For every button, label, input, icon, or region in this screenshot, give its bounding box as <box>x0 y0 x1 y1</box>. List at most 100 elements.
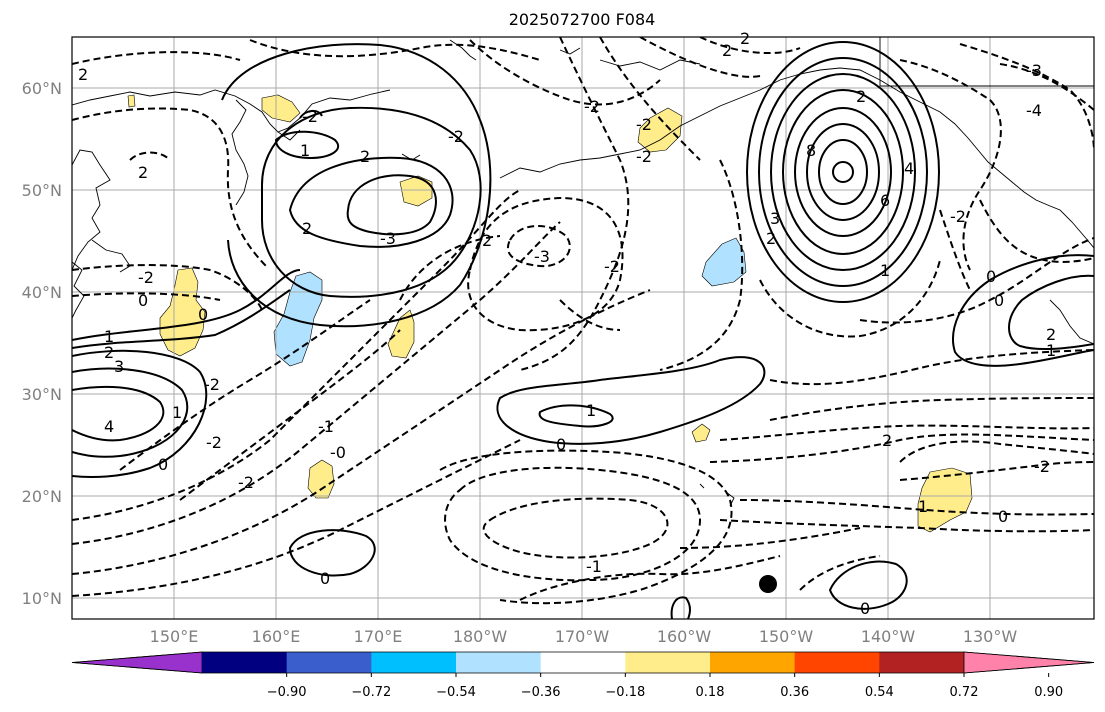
contour-label: 0 <box>998 507 1008 526</box>
colorbar-segment <box>794 652 880 673</box>
map-title: 2025072700 F084 <box>509 10 656 29</box>
colorbar-tick-label: −0.72 <box>351 685 391 700</box>
contour-label: 2 <box>360 147 370 166</box>
contour-label: 6 <box>880 191 890 210</box>
lat-label: 10°N <box>22 589 62 608</box>
colorbar-segment <box>710 652 796 673</box>
contour-label: 0 <box>138 291 148 310</box>
latitude-labels: 60°N 50°N 40°N 30°N 20°N 10°N <box>22 79 62 608</box>
contour-label: 2 <box>302 219 312 238</box>
patch-tiny <box>127 94 136 108</box>
patch-blue-west <box>273 271 323 367</box>
lon-label: 160°E <box>252 627 301 646</box>
contour-label: -2 <box>138 268 154 287</box>
colorbar-segment <box>371 652 457 673</box>
patch-aleutian <box>637 107 683 153</box>
contour-label: 2 <box>856 87 866 106</box>
longitude-labels: 150°E 160°E 170°E 180°W 170°W 160°W 150°… <box>150 627 1018 646</box>
contour-label: -3 <box>534 247 550 266</box>
contour-label: -2 <box>448 127 464 146</box>
contour-label: 2 <box>78 65 88 84</box>
colorbar-extend-low <box>71 651 203 674</box>
contour-label: 4 <box>904 159 914 178</box>
contour-label: 0 <box>320 569 330 588</box>
contour-label: -3 <box>1026 61 1042 80</box>
contour-label: -2 <box>636 115 652 134</box>
colorbar-segment <box>202 652 288 673</box>
coastlines <box>72 37 1094 507</box>
colorbar-segment <box>456 652 542 673</box>
map-panel <box>72 37 1094 619</box>
colorbar-tick-label: −0.18 <box>605 685 645 700</box>
lon-label: 170°W <box>555 627 610 646</box>
contour-label: 1 <box>918 497 928 516</box>
contour-label: -3 <box>380 229 396 248</box>
contour-label: 2 <box>1046 325 1056 344</box>
contour-labels: 2 2 -2 0 1 2 3 4 0 1 -2 -2 -2 1 2 2 -3 -… <box>78 29 1056 618</box>
contour-label: -1 <box>318 417 334 436</box>
contour-label: 4 <box>104 417 114 436</box>
lon-label: 150°W <box>759 627 814 646</box>
lat-label: 30°N <box>22 385 62 404</box>
contour-label: 1 <box>300 141 310 160</box>
lat-label: 60°N <box>22 79 62 98</box>
lon-label: 130°W <box>963 627 1018 646</box>
contour-label: 1 <box>1046 341 1056 360</box>
colorbar-tick-label: 0.72 <box>950 685 979 700</box>
colorbar-segment <box>540 652 626 673</box>
contour-label: 2 <box>104 343 114 362</box>
contour-label: 3 <box>114 357 124 376</box>
contour-label: -2 <box>950 207 966 226</box>
contour-label: 2 <box>740 29 750 48</box>
contour-label: -2 <box>636 147 652 166</box>
contour-label: -2 <box>1034 457 1050 476</box>
colorbar-tick-label: −0.54 <box>436 685 476 700</box>
shaded-patches <box>127 94 973 533</box>
colorbar-tick-label: 0.90 <box>1034 685 1063 700</box>
contour-label: 1 <box>172 403 182 422</box>
patch-kuril <box>387 309 415 359</box>
contour-label: 0 <box>860 599 870 618</box>
colorbar-tick-label: −0.90 <box>267 685 307 700</box>
contour-label: -2 <box>204 375 220 394</box>
contour-label: 2 <box>482 231 492 250</box>
contour-label: 3 <box>770 209 780 228</box>
patch-blue-central <box>701 237 747 287</box>
patch-kamchatka <box>399 175 433 207</box>
contour-label: -4 <box>1026 101 1042 120</box>
lat-label: 20°N <box>22 487 62 506</box>
contour-label: -2 <box>206 433 222 452</box>
contour-label: 2 <box>138 163 148 182</box>
contour-label: -1 <box>586 557 602 576</box>
contour-label: 2 <box>766 229 776 248</box>
colorbar-tick-label: −0.36 <box>521 685 561 700</box>
lon-label: 180°W <box>453 627 508 646</box>
contour-label: -0 <box>330 443 346 462</box>
contour-label: -2 <box>238 473 254 492</box>
colorbar: −0.90 −0.72 −0.54 −0.36 −0.18 0.18 0.36 0.54 0.7… <box>71 651 1095 700</box>
contour-label: 0 <box>556 435 566 454</box>
contour-label: 1 <box>586 401 596 420</box>
contour-label: 0 <box>198 305 208 324</box>
colorbar-extend-high <box>963 651 1095 674</box>
lon-label: 170°E <box>354 627 403 646</box>
contour-label: 0 <box>994 291 1004 310</box>
contour-label: 8 <box>806 141 816 160</box>
gridlines <box>72 37 1094 619</box>
patch-east <box>917 467 973 533</box>
colorbar-segment <box>625 652 711 673</box>
colorbar-tick-label: 0.36 <box>780 685 809 700</box>
lat-label: 40°N <box>22 283 62 302</box>
contours <box>72 37 1094 619</box>
patch-southwest <box>307 459 335 499</box>
colorbar-tick-label: 0.18 <box>696 685 725 700</box>
colorbar-segment <box>286 652 372 673</box>
map-frame <box>71 36 1095 620</box>
colorbar-tick-label: 0.54 <box>865 685 894 700</box>
patch-central-n <box>691 423 711 443</box>
contour-label: 0 <box>986 267 996 286</box>
contour-label: 1 <box>104 327 114 346</box>
lon-label: 160°W <box>657 627 712 646</box>
contour-label: 1 <box>880 261 890 280</box>
